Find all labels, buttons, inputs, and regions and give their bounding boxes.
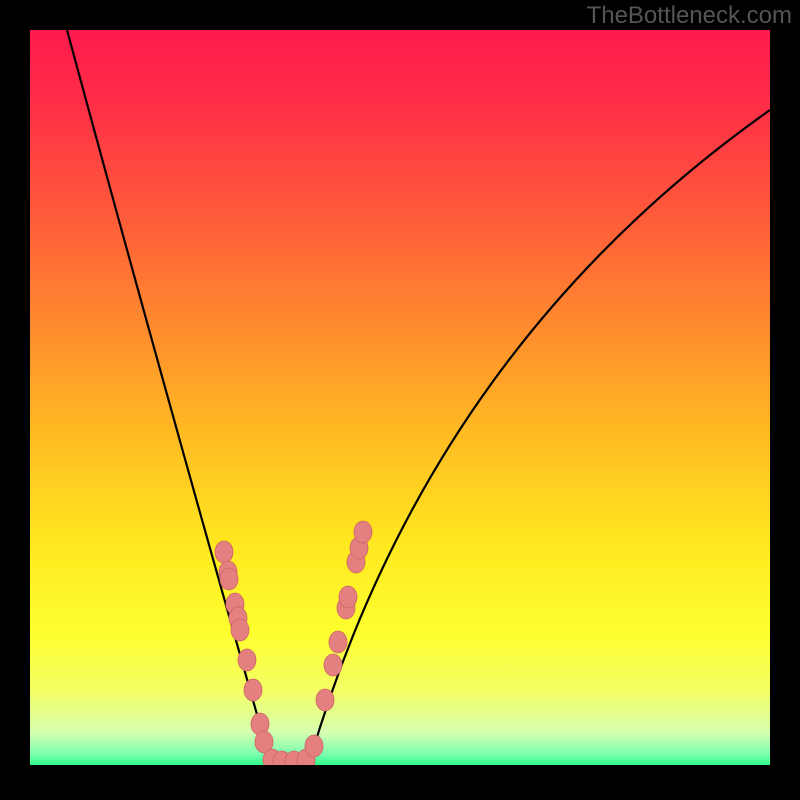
data-marker <box>231 619 249 641</box>
data-marker <box>316 689 334 711</box>
data-marker <box>324 654 342 676</box>
gradient-background <box>30 30 770 765</box>
data-marker <box>220 568 238 590</box>
data-marker <box>238 649 256 671</box>
data-marker <box>215 541 233 563</box>
data-marker <box>305 735 323 757</box>
watermark-text: TheBottleneck.com <box>587 2 792 30</box>
data-marker <box>244 679 262 701</box>
frame-left <box>0 0 30 800</box>
frame-bottom <box>0 765 800 800</box>
bottleneck-chart <box>0 0 800 800</box>
frame-right <box>770 0 800 800</box>
chart-container: TheBottleneck.com <box>0 0 800 800</box>
data-marker <box>354 521 372 543</box>
data-marker <box>329 631 347 653</box>
data-marker <box>339 586 357 608</box>
